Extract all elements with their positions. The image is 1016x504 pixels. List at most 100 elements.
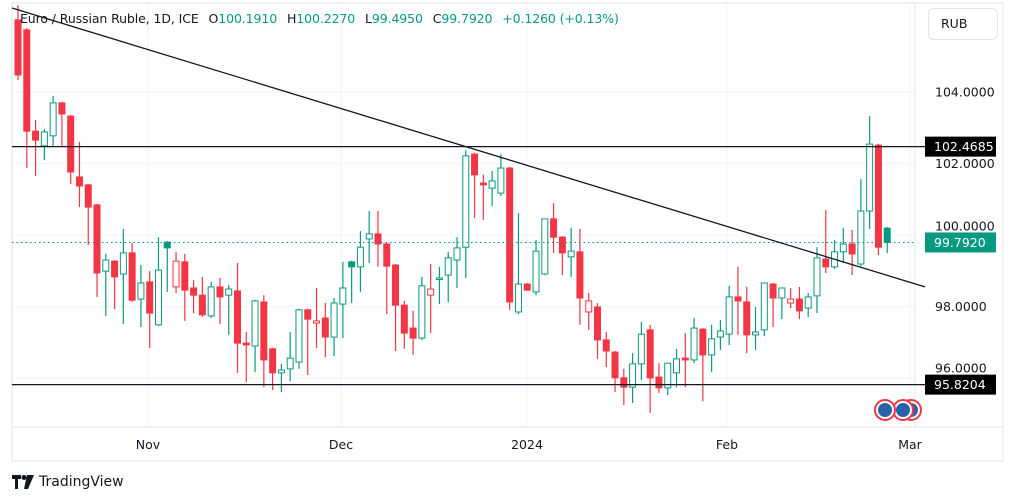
candle-body — [857, 210, 865, 265]
candle — [260, 295, 268, 388]
high-value: 100.2270 — [296, 11, 356, 26]
price-axis[interactable]: 104.0000 102.0000 100.0000 98.0000 96.0000 — [935, 84, 995, 375]
candle-body — [778, 287, 786, 299]
candle — [304, 308, 312, 375]
candle-body — [269, 348, 277, 374]
candle — [497, 154, 505, 196]
currency-button[interactable]: RUB — [928, 8, 998, 40]
candle — [339, 261, 347, 339]
candle — [629, 353, 637, 403]
candle-body — [620, 377, 628, 388]
candle — [769, 282, 777, 328]
candle — [313, 287, 321, 349]
candle-body — [93, 204, 101, 274]
candle-body — [541, 218, 549, 275]
x-tick-label: Dec — [329, 437, 353, 452]
symbol-name[interactable]: Euro / Russian Ruble, 1D, ICE — [20, 11, 199, 26]
candle-body — [839, 243, 847, 253]
candle — [251, 299, 259, 373]
trend-line[interactable] — [11, 7, 926, 288]
eu-flag-icon[interactable] — [892, 399, 914, 421]
x-tick-label: Feb — [716, 437, 738, 452]
tradingview-wordmark: TradingView — [39, 474, 124, 490]
candle — [119, 228, 127, 325]
candle-body — [848, 243, 856, 255]
candle-body — [128, 252, 136, 301]
candle — [75, 141, 83, 208]
candle-body — [752, 331, 760, 336]
candle — [58, 101, 66, 146]
candle-body — [400, 304, 408, 334]
candle — [681, 333, 689, 388]
x-tick-label: Nov — [136, 437, 161, 452]
candle-body — [181, 261, 189, 291]
candle — [866, 116, 874, 229]
chart-frame — [11, 2, 1004, 462]
candle — [848, 229, 856, 276]
candle — [234, 262, 241, 373]
candle — [831, 240, 839, 270]
candle-body — [190, 287, 198, 296]
x-tick-label: 2024 — [511, 437, 543, 452]
candle — [673, 348, 680, 388]
candle-body — [392, 264, 400, 306]
candle-body — [260, 301, 268, 361]
candle-body — [313, 320, 321, 324]
candle-body — [462, 155, 470, 248]
candle — [804, 292, 812, 317]
candle-body — [664, 362, 672, 389]
candle — [427, 263, 435, 334]
candle-body — [321, 317, 329, 338]
candle-body — [444, 257, 452, 276]
candle-body — [866, 143, 874, 212]
candle — [523, 282, 531, 291]
candle — [699, 328, 707, 402]
candle — [207, 281, 215, 319]
candle-body — [760, 282, 768, 331]
candle — [760, 282, 768, 336]
tradingview-logo[interactable]: TradingView — [12, 474, 124, 490]
candle — [690, 318, 698, 364]
candle-body — [383, 243, 391, 267]
candle-body — [795, 298, 803, 312]
close-label: C — [432, 11, 442, 26]
eu-event-icons[interactable] — [874, 399, 922, 421]
candle-body — [769, 283, 777, 299]
candle — [506, 166, 514, 310]
candle — [822, 209, 830, 273]
time-axis[interactable]: Nov Dec 2024 Feb Mar — [136, 437, 923, 452]
candle-body — [339, 287, 347, 305]
candle — [752, 306, 760, 350]
eu-flag-icon[interactable] — [874, 399, 896, 421]
candle-body — [23, 29, 31, 132]
candle — [49, 96, 57, 146]
candle — [479, 174, 487, 220]
last-price-badge: 99.7920 — [934, 235, 986, 250]
candle-body — [102, 259, 110, 272]
candle — [725, 285, 733, 345]
candle — [743, 286, 751, 354]
close-value: 99.7920 — [441, 11, 493, 26]
candle-body — [558, 236, 566, 254]
candle-body — [286, 357, 294, 370]
candle-body — [40, 131, 48, 147]
tradingview-logo-icon — [12, 475, 34, 489]
candle-body — [198, 294, 206, 316]
candle-body — [479, 182, 487, 186]
candle — [874, 143, 882, 256]
candle — [277, 363, 285, 393]
candle-body — [655, 376, 663, 389]
candle — [593, 303, 601, 359]
drawings[interactable] — [11, 7, 926, 386]
candle-body — [119, 252, 127, 275]
candle-body — [32, 130, 40, 141]
candle-body — [550, 218, 558, 238]
candle — [295, 308, 303, 369]
candle-body — [690, 327, 698, 361]
candle-body — [743, 301, 751, 336]
candle — [111, 260, 119, 310]
candle — [664, 362, 672, 396]
candle-body — [883, 227, 891, 243]
candle-body — [163, 241, 171, 249]
